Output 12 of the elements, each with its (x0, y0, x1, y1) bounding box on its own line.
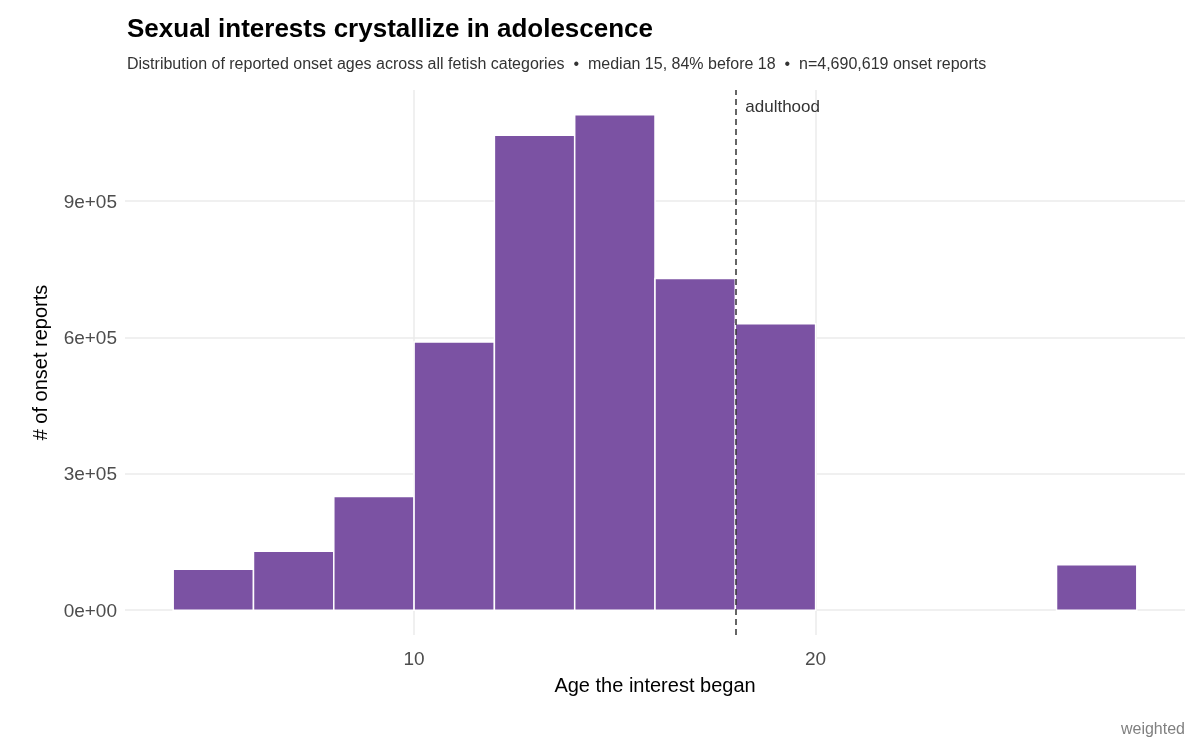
text: weighted (1119, 719, 1185, 737)
y-tick-label: 0e+00 (63, 599, 117, 621)
x-tick-label: 20 (805, 648, 827, 669)
ref-line-label: adulthood (745, 97, 820, 116)
y-tick-label: 6e+05 (63, 327, 117, 348)
y-tick-label: 3e+05 (63, 463, 117, 485)
chart-title: Sexual interests crystallize in adolescence (127, 13, 654, 43)
x-axis-title: Age the interest began (554, 674, 756, 696)
y-axis-title: # of onset reports (29, 284, 51, 441)
chart-subtitle: Distribution of reported onset ages across all fetish categories • median 15, 84% before 18 • n=4,690,619 onset reports (127, 54, 987, 72)
x-tick-label: 10 (403, 648, 425, 669)
y-tick-label: 9e+05 (63, 190, 117, 212)
